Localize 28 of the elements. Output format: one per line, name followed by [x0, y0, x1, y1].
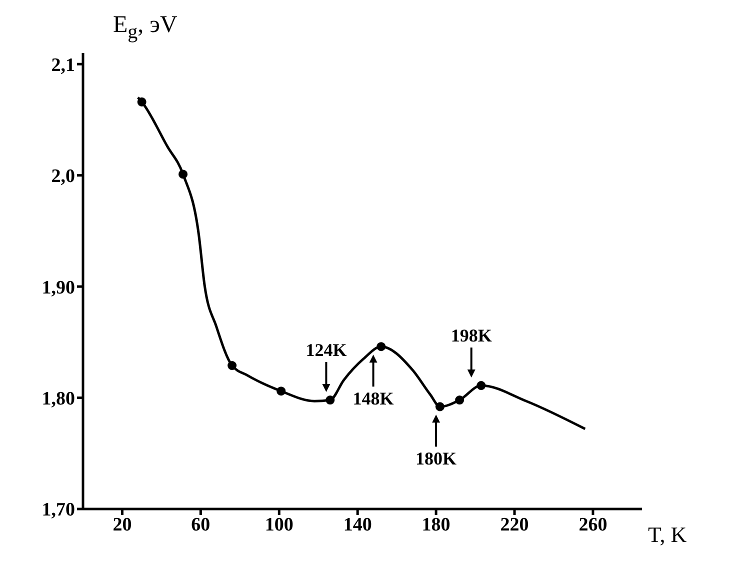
- point: [178, 170, 188, 179]
- x-tick-label: 180: [422, 514, 450, 536]
- point: [435, 402, 444, 412]
- annotation: 180K: [416, 448, 457, 469]
- annotation: 148K: [352, 388, 394, 409]
- point: [276, 386, 286, 396]
- line-series: [136, 96, 586, 430]
- y-axis-title: E$_{g}$, эV: [113, 12, 178, 44]
- x-tick-label: 60: [191, 514, 210, 536]
- point: [376, 342, 386, 352]
- annotation: 124K: [306, 340, 347, 360]
- y-tick-label: 2,1: [51, 54, 75, 76]
- x-axis-title: T, K: [648, 522, 687, 548]
- x-tick-label: 140: [343, 514, 372, 536]
- x-tick-label: 260: [578, 514, 608, 536]
- y-tick-label: 1,80: [42, 388, 75, 410]
- y-tick-label: 1,90: [42, 277, 75, 298]
- point: [137, 97, 146, 106]
- y-tick-label: 1,70: [42, 500, 75, 521]
- x-tick-label: 220: [500, 514, 529, 536]
- point: [326, 396, 335, 405]
- point: [476, 381, 486, 390]
- point: [455, 396, 464, 405]
- annotation: 198K: [450, 326, 492, 346]
- x-tick-label: 100: [264, 514, 294, 536]
- point: [228, 361, 237, 370]
- x-tick-label: 20: [112, 514, 132, 536]
- y-tick-label: 2,0: [51, 166, 75, 188]
